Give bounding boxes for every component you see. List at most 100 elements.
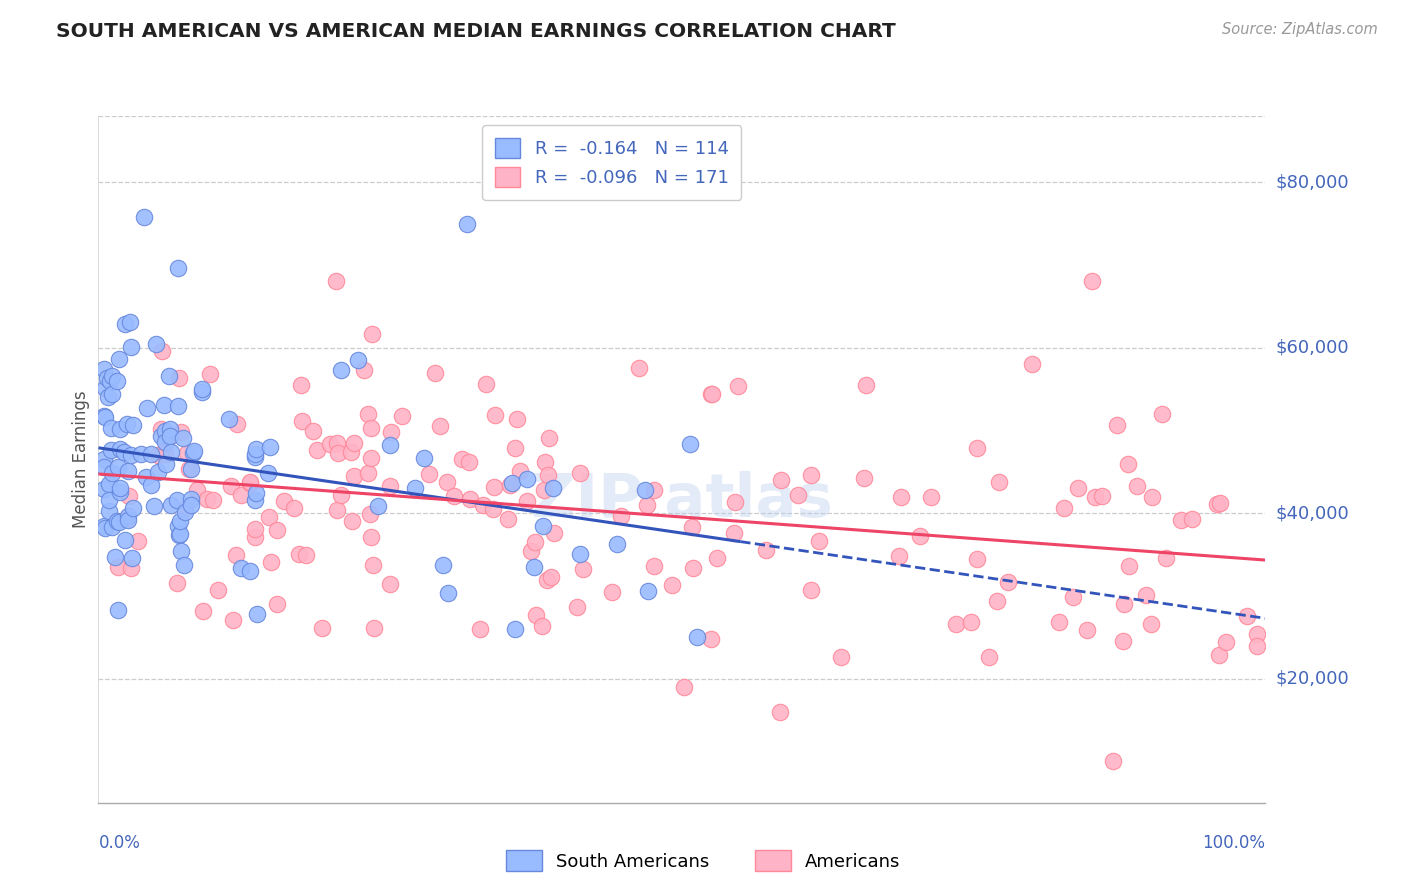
- Point: [243, 522, 266, 536]
- Point: [108, 351, 131, 366]
- Point: [326, 446, 349, 460]
- Point: [170, 543, 193, 558]
- Point: [1084, 490, 1107, 504]
- Point: [361, 327, 384, 342]
- Point: [145, 336, 167, 351]
- Point: [152, 343, 174, 358]
- Point: [197, 492, 219, 507]
- Point: [363, 558, 385, 572]
- Point: [100, 387, 122, 401]
- Point: [509, 463, 531, 477]
- Text: 100.0%: 100.0%: [1202, 834, 1265, 852]
- Point: [152, 398, 174, 412]
- Point: [104, 550, 127, 565]
- Point: [93, 361, 115, 376]
- Text: ZIP atlas: ZIP atlas: [531, 471, 832, 530]
- Point: [602, 585, 624, 599]
- Point: [93, 483, 115, 497]
- Point: [167, 371, 190, 385]
- Point: [1126, 479, 1149, 493]
- Point: [174, 501, 197, 516]
- Point: [343, 436, 366, 450]
- Point: [727, 379, 749, 393]
- Point: [1246, 640, 1268, 654]
- Point: [150, 429, 173, 443]
- Point: [291, 413, 314, 427]
- Point: [1047, 615, 1070, 629]
- Point: [1215, 635, 1237, 649]
- Point: [329, 488, 352, 502]
- Point: [177, 462, 200, 476]
- Point: [643, 483, 665, 497]
- Point: [117, 508, 139, 523]
- Point: [191, 604, 214, 618]
- Point: [484, 409, 506, 423]
- Point: [257, 466, 280, 480]
- Point: [682, 561, 704, 575]
- Point: [997, 574, 1019, 589]
- Text: 0.0%: 0.0%: [98, 834, 141, 852]
- Point: [127, 534, 149, 549]
- Point: [451, 451, 474, 466]
- Point: [429, 419, 451, 434]
- Point: [166, 261, 188, 276]
- Point: [108, 442, 131, 456]
- Point: [222, 613, 245, 627]
- Point: [93, 519, 115, 533]
- Point: [1140, 617, 1163, 632]
- Point: [1181, 512, 1204, 526]
- Point: [166, 575, 188, 590]
- Point: [432, 558, 454, 573]
- Point: [1118, 559, 1140, 574]
- Point: [702, 386, 724, 401]
- Point: [1170, 513, 1192, 527]
- Point: [1209, 496, 1232, 510]
- Point: [437, 586, 460, 600]
- Point: [117, 513, 139, 527]
- Point: [155, 447, 177, 461]
- Point: [343, 468, 366, 483]
- Point: [537, 468, 560, 483]
- Point: [378, 576, 401, 591]
- Point: [243, 530, 266, 544]
- Point: [218, 412, 240, 426]
- Point: [245, 486, 267, 500]
- Point: [1062, 590, 1084, 604]
- Point: [226, 417, 249, 431]
- Point: [117, 512, 139, 526]
- Point: [380, 438, 402, 452]
- Point: [700, 387, 723, 401]
- Point: [1101, 755, 1123, 769]
- Point: [531, 518, 554, 533]
- Point: [325, 274, 347, 288]
- Point: [565, 599, 588, 614]
- Point: [1112, 633, 1135, 648]
- Point: [423, 366, 446, 380]
- Point: [295, 548, 318, 562]
- Point: [367, 499, 389, 513]
- Point: [1236, 608, 1258, 623]
- Point: [180, 462, 202, 476]
- Point: [988, 475, 1011, 489]
- Point: [301, 424, 323, 438]
- Point: [181, 446, 204, 460]
- Point: [283, 501, 305, 516]
- Point: [516, 472, 538, 486]
- Point: [239, 564, 262, 578]
- Point: [159, 429, 181, 443]
- Point: [169, 528, 191, 542]
- Point: [360, 530, 382, 544]
- Point: [800, 468, 823, 483]
- Point: [340, 444, 363, 458]
- Point: [471, 498, 494, 512]
- Point: [117, 464, 139, 478]
- Point: [120, 448, 142, 462]
- Point: [966, 552, 988, 566]
- Point: [135, 470, 157, 484]
- Point: [520, 543, 543, 558]
- Point: [1053, 500, 1076, 515]
- Point: [769, 473, 792, 487]
- Point: [139, 477, 162, 491]
- Point: [98, 374, 121, 388]
- Point: [159, 422, 181, 436]
